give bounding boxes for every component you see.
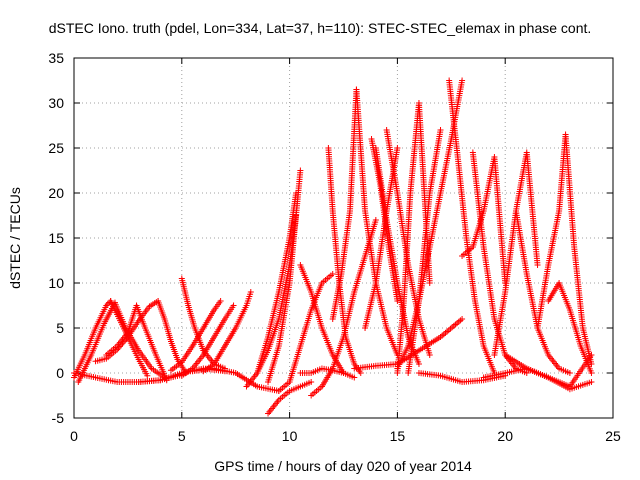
data-point bbox=[394, 298, 401, 304]
data-point bbox=[297, 167, 304, 174]
x-tick-label: 5 bbox=[178, 428, 186, 444]
x-tick-label: 0 bbox=[70, 428, 78, 444]
data-point bbox=[437, 127, 444, 133]
data-point bbox=[308, 379, 315, 385]
data-point bbox=[459, 77, 466, 84]
data-point bbox=[534, 262, 541, 268]
data-point bbox=[144, 372, 151, 379]
data-point bbox=[588, 379, 595, 385]
data-series bbox=[512, 208, 573, 376]
y-tick-label: 25 bbox=[48, 140, 64, 156]
data-series bbox=[265, 379, 315, 417]
chart-title: dSTEC Iono. truth (pdel, Lon=334, Lat=37… bbox=[49, 20, 592, 36]
y-tick-label: 15 bbox=[48, 230, 64, 246]
grid bbox=[73, 57, 614, 419]
x-tick-label: 10 bbox=[282, 428, 298, 444]
data-markers bbox=[71, 77, 595, 417]
data-series bbox=[480, 352, 595, 390]
data-point bbox=[588, 370, 595, 376]
x-tick-label: 15 bbox=[390, 428, 406, 444]
data-point bbox=[415, 361, 422, 367]
data-series bbox=[275, 271, 336, 394]
data-series bbox=[75, 299, 118, 385]
data-series bbox=[168, 298, 224, 374]
x-tick-label: 20 bbox=[497, 428, 513, 444]
data-point bbox=[357, 370, 364, 376]
y-tick-label: 10 bbox=[48, 275, 64, 291]
data-point bbox=[394, 145, 401, 151]
data-point bbox=[351, 374, 358, 381]
data-series bbox=[383, 127, 433, 358]
y-axis-label: dSTEC / TECUs bbox=[7, 187, 23, 289]
data-point bbox=[247, 289, 254, 295]
axis-ticks: 0 5 10 15 20 25 -5 0 5 10 15 20 25 30 35 bbox=[48, 50, 621, 444]
data-series bbox=[459, 154, 509, 286]
data-point bbox=[588, 352, 595, 358]
data-series bbox=[71, 298, 114, 381]
data-point bbox=[329, 271, 336, 277]
data-point bbox=[217, 298, 224, 304]
data-point bbox=[426, 280, 433, 286]
data-series bbox=[491, 149, 541, 358]
x-axis-label: GPS time / hours of day 020 of year 2014 bbox=[214, 458, 472, 474]
data-point bbox=[230, 302, 237, 309]
data-series bbox=[189, 365, 282, 394]
data-series bbox=[178, 302, 237, 379]
data-point bbox=[372, 217, 379, 223]
data-series bbox=[325, 145, 364, 376]
y-tick-label: 35 bbox=[48, 50, 64, 66]
data-series bbox=[446, 77, 498, 376]
y-tick-label: 0 bbox=[56, 365, 64, 381]
data-point bbox=[566, 370, 573, 376]
x-tick-label: 25 bbox=[605, 428, 621, 444]
y-tick-label: 30 bbox=[48, 95, 64, 111]
data-point bbox=[426, 352, 433, 358]
data-series bbox=[297, 365, 358, 381]
y-tick-label: -5 bbox=[52, 410, 65, 426]
data-series bbox=[265, 167, 304, 385]
data-series bbox=[534, 131, 595, 367]
data-point bbox=[459, 316, 466, 322]
y-tick-label: 5 bbox=[56, 320, 64, 336]
data-series bbox=[469, 149, 530, 376]
y-tick-label: 20 bbox=[48, 185, 64, 201]
data-series bbox=[200, 289, 254, 375]
data-series bbox=[297, 262, 347, 376]
data-series bbox=[351, 316, 466, 372]
